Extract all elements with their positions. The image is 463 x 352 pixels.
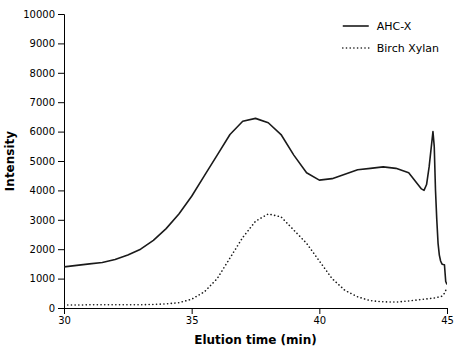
chart: 30 35 40 45 0 1000 2000 3000 4000 5000 6000 7000 800… xyxy=(0,0,463,352)
series-line xyxy=(64,214,447,305)
tick-label: 7000 xyxy=(30,97,55,108)
series-line xyxy=(64,118,447,284)
tick-mark xyxy=(58,102,64,103)
tick-mark xyxy=(58,43,64,44)
tick: 35 xyxy=(186,308,199,326)
tick-mark xyxy=(58,308,64,309)
tick-label: 10000 xyxy=(23,9,55,20)
axis-line xyxy=(58,15,65,309)
legend-item: AHC-X xyxy=(343,20,412,33)
tick-mark xyxy=(319,308,320,314)
tick-label: 4000 xyxy=(30,185,55,196)
tick-mark xyxy=(58,279,64,280)
axis-line xyxy=(65,309,448,315)
tick: 4000 xyxy=(30,185,64,196)
tick: 30 xyxy=(58,308,71,326)
tick-mark xyxy=(58,190,64,191)
tick: 10000 xyxy=(23,9,64,20)
legend-label: Birch Xylan xyxy=(377,42,439,55)
y-axis: 0 1000 2000 3000 4000 5000 6000 7000 8000 9000 100… xyxy=(23,9,64,314)
tick-mark xyxy=(58,14,64,15)
lines xyxy=(64,118,447,305)
tick-label: 3000 xyxy=(30,215,55,226)
tick: 8000 xyxy=(30,68,64,79)
tick: 45 xyxy=(441,308,454,326)
plot: 30 35 40 45 0 1000 2000 3000 4000 5000 6000 7000 800… xyxy=(23,9,454,326)
tick-label: 2000 xyxy=(30,244,55,255)
tick-label: 8000 xyxy=(30,68,55,79)
tick: 2000 xyxy=(30,244,64,255)
tick: 6000 xyxy=(30,126,64,137)
tick-mark xyxy=(58,132,64,133)
tick-label: 35 xyxy=(186,315,199,326)
legend-swatch xyxy=(343,47,369,49)
legend-item: Birch Xylan xyxy=(343,42,439,55)
tick-label: 5000 xyxy=(30,156,55,167)
tick-mark xyxy=(58,249,64,250)
tick-label: 9000 xyxy=(30,38,55,49)
tick: 3000 xyxy=(30,215,64,226)
tick-label: 40 xyxy=(313,315,326,326)
tick: 1000 xyxy=(30,273,64,284)
tick-label: 30 xyxy=(58,315,71,326)
tick-mark xyxy=(192,308,193,314)
tick: 0 xyxy=(49,303,64,314)
tick: 9000 xyxy=(30,38,64,49)
tick-label: 45 xyxy=(441,315,454,326)
x-axis-title: Elution time (min) xyxy=(194,333,316,347)
tick: 7000 xyxy=(30,97,64,108)
legend-swatch xyxy=(343,25,369,27)
legend-label: AHC-X xyxy=(377,20,412,33)
tick-label: 1000 xyxy=(30,273,55,284)
tick-mark xyxy=(58,73,64,74)
tick: 5000 xyxy=(30,156,64,167)
y-axis-title: Intensity xyxy=(3,131,17,191)
legend: AHC-X Birch Xylan xyxy=(343,20,439,55)
tick-mark xyxy=(447,308,448,314)
tick-mark xyxy=(58,161,64,162)
x-axis: 30 35 40 45 xyxy=(58,308,454,326)
tick: 40 xyxy=(313,308,326,326)
tick-mark xyxy=(58,220,64,221)
tick-label: 0 xyxy=(49,303,55,314)
tick-label: 6000 xyxy=(30,126,55,137)
